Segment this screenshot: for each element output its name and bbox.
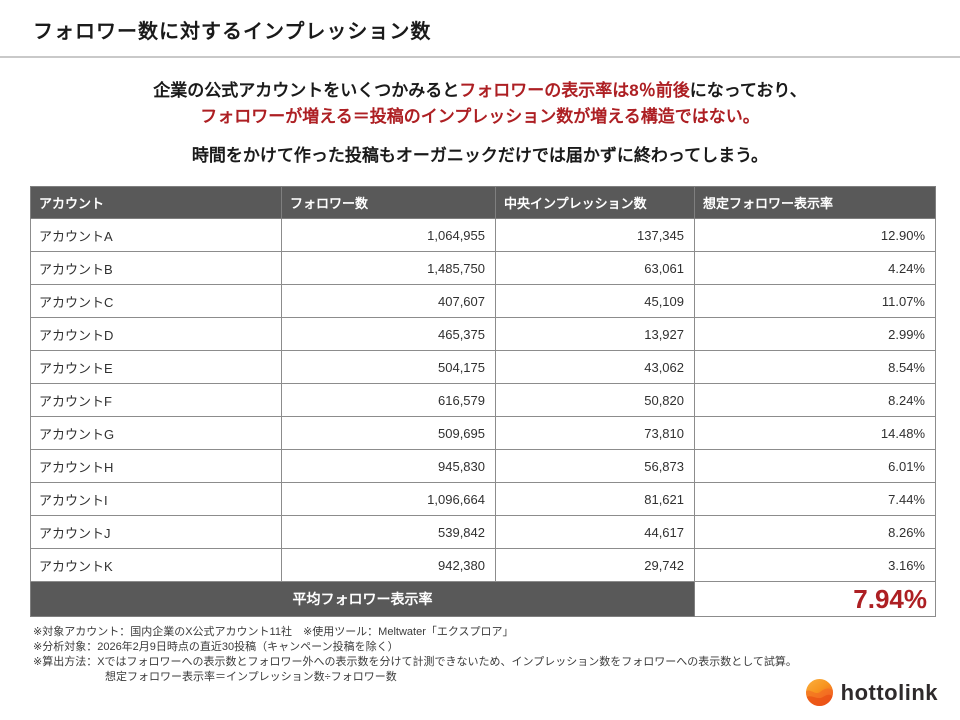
rate-cell: 14.48% <box>694 416 936 450</box>
average-row: 平均フォロワー表示率 7.94% <box>30 581 936 617</box>
account-cell: アカウントI <box>30 482 282 516</box>
followers-cell: 616,579 <box>281 383 496 417</box>
account-cell: アカウントC <box>30 284 282 318</box>
account-cell: アカウントJ <box>30 515 282 549</box>
column-header: 想定フォロワー表示率 <box>694 186 936 219</box>
rate-cell: 3.16% <box>694 548 936 582</box>
table-row: アカウントK 942,380 29,742 3.16% <box>30 548 936 582</box>
table-body: アカウントA 1,064,955 137,345 12.90% アカウントB 1… <box>30 218 936 582</box>
lead-line1-red: フォロワーの表示率は8％前後 <box>459 81 690 100</box>
followers-cell: 504,175 <box>281 350 496 384</box>
impressions-cell: 44,617 <box>495 515 695 549</box>
footnote: ※算出方法：Xではフォロワーへの表示数とフォロワー外への表示数を分けて計測できな… <box>33 656 797 668</box>
account-cell: アカウントB <box>30 251 282 285</box>
followers-cell: 407,607 <box>281 284 496 318</box>
lead-line-3: 時間をかけて作った投稿もオーガニックだけでは届かずに終わってしまう。 <box>191 146 769 165</box>
table-header: アカウント フォロワー数 中央インプレッション数 想定フォロワー表示率 <box>30 186 936 219</box>
table-row: アカウントB 1,485,750 63,061 4.24% <box>30 251 936 285</box>
footnotes: ※対象アカウント：国内企業のX公式アカウント11社 ※使用ツール：Meltwat… <box>33 625 960 685</box>
impressions-cell: 13,927 <box>495 317 695 351</box>
table-row: アカウントA 1,064,955 137,345 12.90% <box>30 218 936 252</box>
hottolink-logo-text: hottolink <box>840 679 938 705</box>
impressions-cell: 56,873 <box>495 449 695 483</box>
table-row: アカウントD 465,375 13,927 2.99% <box>30 317 936 351</box>
table-row: アカウントE 504,175 43,062 8.54% <box>30 350 936 384</box>
rate-cell: 8.24% <box>694 383 936 417</box>
account-cell: アカウントD <box>30 317 282 351</box>
average-value: 7.94% <box>694 581 936 617</box>
footnote: ※分析対象：2026年2月9日時点の直近30投稿（キャンペーン投稿を除く） <box>33 641 399 653</box>
table-row: アカウントF 616,579 50,820 8.24% <box>30 383 936 417</box>
footnote: 想定フォロワー表示率＝インプレッション数÷フォロワー数 <box>105 671 397 683</box>
account-cell: アカウントE <box>30 350 282 384</box>
hottolink-logo-icon <box>805 679 833 706</box>
table-row: アカウントJ 539,842 44,617 8.26% <box>30 515 936 549</box>
accounts-table: アカウント フォロワー数 中央インプレッション数 想定フォロワー表示率 アカウントA … <box>30 186 936 617</box>
impressions-cell: 73,810 <box>495 416 695 450</box>
lead-line1-black2: になっており、 <box>689 81 807 100</box>
impressions-cell: 81,621 <box>495 482 695 516</box>
table-footer: 平均フォロワー表示率 7.94% <box>30 581 936 617</box>
lead-text: 企業の公式アカウントをいくつかみるとフォロワーの表示率は8％前後になっており、 … <box>0 78 960 169</box>
page-title: フォロワー数に対するインプレッション数 <box>33 21 432 43</box>
followers-cell: 539,842 <box>281 515 496 549</box>
table-row: アカウントC 407,607 45,109 11.07% <box>30 284 936 318</box>
impressions-cell: 45,109 <box>495 284 695 318</box>
rate-cell: 11.07% <box>694 284 936 318</box>
followers-cell: 1,096,664 <box>281 482 496 516</box>
table-row: アカウントG 509,695 73,810 14.48% <box>30 416 936 450</box>
rate-cell: 4.24% <box>694 251 936 285</box>
followers-cell: 945,830 <box>281 449 496 483</box>
table-row: アカウントI 1,096,664 81,621 7.44% <box>30 482 936 516</box>
impressions-cell: 29,742 <box>495 548 695 582</box>
impressions-cell: 137,345 <box>495 218 695 252</box>
title-bar: フォロワー数に対するインプレッション数 <box>0 0 960 58</box>
account-cell: アカウントA <box>30 218 282 252</box>
account-cell: アカウントF <box>30 383 282 417</box>
rate-cell: 8.26% <box>694 515 936 549</box>
rate-cell: 2.99% <box>694 317 936 351</box>
account-cell: アカウントK <box>30 548 282 582</box>
followers-cell: 1,485,750 <box>281 251 496 285</box>
impressions-cell: 63,061 <box>495 251 695 285</box>
lead-line-2: フォロワーが増える＝投稿のインプレッション数が増える構造ではない。 <box>200 107 760 126</box>
rate-cell: 12.90% <box>694 218 936 252</box>
table-row: アカウントH 945,830 56,873 6.01% <box>30 449 936 483</box>
hottolink-logo: hottolink <box>805 679 938 706</box>
impressions-cell: 50,820 <box>495 383 695 417</box>
rate-cell: 7.44% <box>694 482 936 516</box>
account-cell: アカウントH <box>30 449 282 483</box>
impressions-cell: 43,062 <box>495 350 695 384</box>
column-header: アカウント <box>30 186 282 219</box>
rate-cell: 8.54% <box>694 350 936 384</box>
footnote: ※対象アカウント：国内企業のX公式アカウント11社 ※使用ツール：Meltwat… <box>33 626 514 638</box>
lead-line-1: 企業の公式アカウントをいくつかみるとフォロワーの表示率は8％前後になっており、 <box>0 78 960 104</box>
column-header: フォロワー数 <box>281 186 496 219</box>
lead-line1-black1: 企業の公式アカウントをいくつかみると <box>153 81 460 100</box>
followers-cell: 509,695 <box>281 416 496 450</box>
account-cell: アカウントG <box>30 416 282 450</box>
followers-cell: 1,064,955 <box>281 218 496 252</box>
rate-cell: 6.01% <box>694 449 936 483</box>
average-label: 平均フォロワー表示率 <box>30 581 695 617</box>
followers-cell: 465,375 <box>281 317 496 351</box>
column-header: 中央インプレッション数 <box>495 186 695 219</box>
followers-cell: 942,380 <box>281 548 496 582</box>
table-header-row: アカウント フォロワー数 中央インプレッション数 想定フォロワー表示率 <box>30 186 936 219</box>
